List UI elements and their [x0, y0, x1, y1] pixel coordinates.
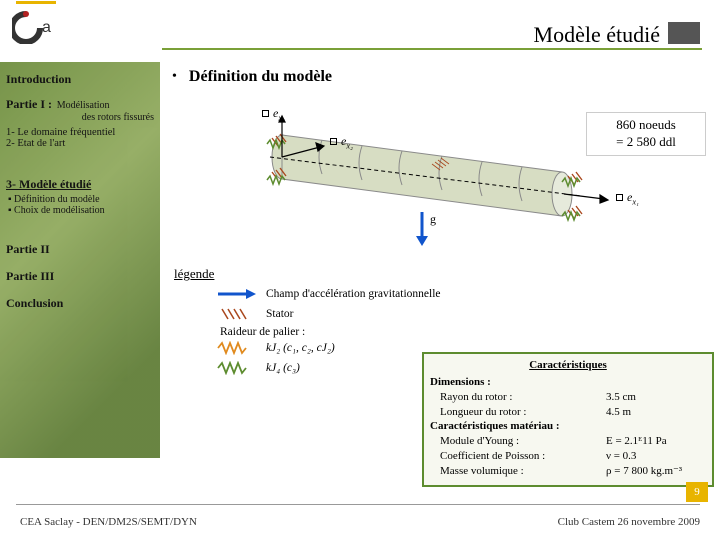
footer-rule: [16, 504, 700, 505]
sidebar-p1-i2: 2- Etat de l'art: [6, 138, 154, 149]
sidebar-p3: Partie III: [6, 269, 154, 284]
header-rule: [162, 48, 702, 50]
axis-e3: ex₃: [262, 106, 285, 122]
rotor-diagram: 860 noeuds = 2 580 ddl: [172, 92, 712, 262]
footer-left: CEA Saclay - DEN/DM2S/SEMT/DYN: [20, 516, 197, 528]
sidebar: Introduction Partie I : Modélisation des…: [0, 62, 160, 458]
footer-right: Club Castem 26 novembre 2009: [558, 516, 700, 528]
axis-e1: ex₁: [616, 190, 639, 206]
char-dim-h: Dimensions :: [430, 375, 706, 390]
sidebar-p3-title: 3- Modèle étudié: [6, 177, 154, 192]
yellow-accent: [16, 1, 56, 4]
legend-title: légende: [174, 266, 708, 282]
legend-raid-title: Raideur de palier :: [216, 326, 526, 338]
legend-stator: Stator: [216, 306, 526, 322]
page-title: Modèle étudié: [534, 22, 660, 48]
spring-green-icon: [216, 360, 258, 376]
footer: CEA Saclay - DEN/DM2S/SEMT/DYN Club Cast…: [0, 504, 720, 540]
sidebar-concl: Conclusion: [6, 296, 154, 311]
axis-e2: ex₂: [330, 134, 353, 150]
hatch-icon: [216, 306, 258, 322]
sidebar-p1: Partie I : Modélisation: [6, 97, 154, 112]
header: a Modèle étudié: [0, 0, 720, 62]
sidebar-p1-i1: 1- Le domaine fréquentiel: [6, 127, 154, 138]
arrow-icon: [216, 286, 258, 302]
page-number: 9: [686, 482, 708, 502]
sidebar-p2: Partie II: [6, 242, 154, 257]
characteristics-box: Caractéristiques Dimensions : Rayon du r…: [422, 352, 714, 487]
char-mat-h: Caractéristiques matériau :: [430, 419, 706, 434]
h2: Définition du modèle: [189, 68, 332, 86]
content-area: • Définition du modèle 860 noeuds = 2 58…: [160, 62, 720, 458]
bullet-icon: •: [172, 69, 177, 85]
section-heading: • Définition du modèle: [172, 68, 708, 86]
legend-grav: Champ d'accélération gravitationnelle: [216, 286, 526, 302]
char-title: Caractéristiques: [430, 358, 706, 373]
sidebar-intro: Introduction: [6, 72, 154, 87]
sidebar-p3-b1: ▪ Définition du modèle: [8, 194, 154, 205]
cea-logo: a: [12, 8, 68, 44]
title-mark: [668, 22, 700, 44]
sidebar-p1-sub: des rotors fissurés: [8, 112, 154, 123]
sidebar-p3-b2: ▪ Choix de modélisation: [8, 205, 154, 216]
spring-orange-icon: [216, 340, 258, 356]
svg-text:a: a: [42, 19, 51, 36]
g-label: g: [430, 212, 436, 227]
